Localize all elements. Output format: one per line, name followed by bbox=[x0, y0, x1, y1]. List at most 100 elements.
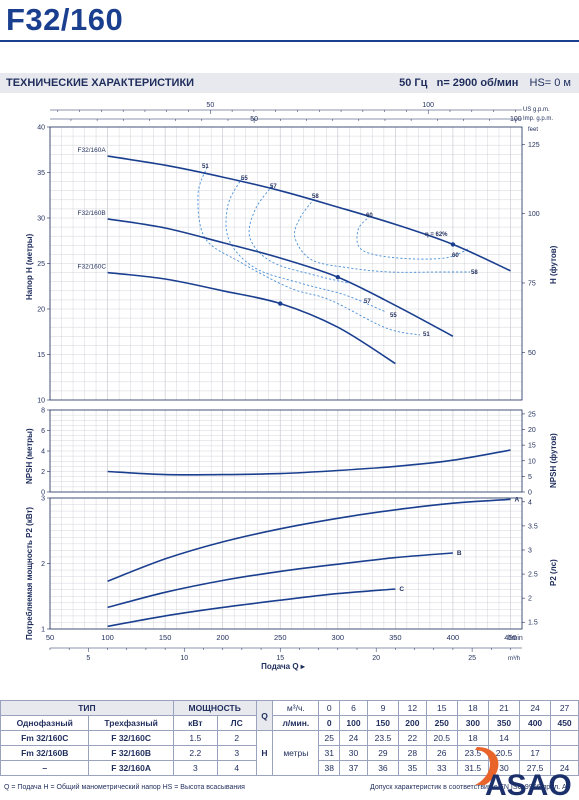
efficiency-label: 51 bbox=[423, 332, 430, 338]
y-right-tick-label: 5 bbox=[528, 474, 532, 481]
y-right-tick-label: 20 bbox=[528, 427, 536, 434]
cell-h: 25 bbox=[318, 730, 341, 746]
footnote-legend: Q = Подача H = Общий манометрический нап… bbox=[4, 784, 245, 791]
efficiency-label: 57 bbox=[270, 184, 277, 190]
hq-curve-label: F32/160A bbox=[78, 147, 107, 154]
y-right-tick-label: 10 bbox=[528, 458, 536, 465]
q-m3: 12 bbox=[397, 700, 427, 716]
y-tick-label: 20 bbox=[37, 307, 45, 314]
efficiency-label: 58 bbox=[312, 194, 319, 200]
hq-curve-label: F32/160B bbox=[78, 210, 106, 217]
power-curve-label: B bbox=[457, 550, 462, 557]
efficiency-label: 60 bbox=[366, 213, 373, 219]
efficiency-curve bbox=[225, 177, 387, 313]
y-tick-label: 15 bbox=[37, 352, 45, 359]
table-row: – F 32/160A 3 4 38 37 36 35 33 31.5 30 2… bbox=[0, 760, 579, 776]
q-unit-l: л/мин. bbox=[272, 715, 320, 731]
cell-h: 30 bbox=[339, 745, 368, 761]
q-l: 450 bbox=[550, 715, 579, 731]
cell-h: 20.5 bbox=[425, 730, 458, 746]
cell-three: F 32/160A bbox=[88, 760, 174, 776]
h-symbol: H bbox=[261, 748, 268, 758]
cell-three: F 32/160B bbox=[88, 745, 174, 761]
y-right-axis-title: H (футов) bbox=[549, 245, 558, 284]
y-right-tick-label: 100 bbox=[528, 211, 540, 218]
top-unit-imp: Imp. g.p.m. bbox=[523, 116, 553, 122]
y-axis-title: Потребляемая мощность P2 (кВт) bbox=[25, 507, 34, 640]
x-tick-label: 300 bbox=[332, 633, 345, 642]
q-l: 350 bbox=[487, 715, 521, 731]
x-tick-label: 50 bbox=[46, 633, 54, 642]
cell-h: 26 bbox=[425, 745, 458, 761]
h-label: H bbox=[255, 730, 274, 776]
efficiency-curve bbox=[356, 215, 471, 260]
q-m3: 21 bbox=[487, 700, 521, 716]
x2-unit-label: m³/h bbox=[508, 656, 520, 662]
power-curve-label: A bbox=[514, 496, 519, 503]
col-type: ТИП bbox=[0, 700, 174, 716]
q-m3: 6 bbox=[339, 700, 368, 716]
best-efficiency-point bbox=[278, 301, 283, 306]
y-axis-title: NPSH (метры) bbox=[25, 428, 34, 484]
power-curve-b bbox=[107, 552, 453, 609]
y-tick-label: 2 bbox=[41, 561, 45, 568]
npsh-curve bbox=[107, 449, 511, 476]
svg-text:ASAO: ASAO bbox=[485, 769, 572, 800]
x2-tick-label: 15 bbox=[276, 655, 284, 662]
x-tick-label: 350 bbox=[389, 633, 402, 642]
y-right-tick-label: 25 bbox=[528, 411, 536, 418]
best-efficiency-point bbox=[450, 242, 456, 247]
q-l: 400 bbox=[519, 715, 552, 731]
y-right-tick-label: 15 bbox=[528, 443, 536, 450]
y-tick-label: 1 bbox=[41, 627, 45, 634]
y-tick-label: 8 bbox=[41, 408, 45, 415]
q-m3: 15 bbox=[425, 700, 458, 716]
cell-h: 24 bbox=[339, 730, 368, 746]
cell-h: 22 bbox=[397, 730, 427, 746]
x2-tick-label: 10 bbox=[180, 655, 188, 662]
y-tick-label: 4 bbox=[41, 449, 45, 456]
q-l: 100 bbox=[339, 715, 368, 731]
y-right-unit-label: feet bbox=[528, 127, 538, 133]
y-tick-label: 30 bbox=[37, 216, 45, 223]
cell-h: 14 bbox=[487, 730, 521, 746]
x-tick-label: 450 bbox=[504, 633, 517, 642]
section-operating-conditions: 50 Гц n= 2900 об/мин HS= 0 м bbox=[399, 77, 571, 89]
power-curve-c bbox=[107, 588, 396, 628]
cell-h bbox=[519, 730, 552, 746]
cell-h: 27.5 bbox=[519, 760, 552, 776]
asao-logo: ASAO bbox=[475, 747, 572, 800]
y-right-tick-label: 3 bbox=[528, 547, 532, 554]
q-unit-m3: м³/ч. bbox=[272, 700, 320, 716]
hq-curve-f32-160c bbox=[107, 271, 396, 365]
x-tick-label: 400 bbox=[447, 633, 460, 642]
y-right-tick-label: 0 bbox=[528, 490, 532, 497]
col-q: Q bbox=[255, 700, 274, 731]
cell-h: 23.5 bbox=[366, 730, 399, 746]
cell-h: 28 bbox=[397, 745, 427, 761]
efficiency-label: 51 bbox=[202, 164, 209, 170]
cell-h: 29 bbox=[366, 745, 399, 761]
col-single-phase: Однофазный bbox=[0, 715, 90, 731]
cell-h: 24 bbox=[550, 760, 579, 776]
top-tick-label-us: 100 bbox=[422, 102, 434, 109]
x2-tick-label: 20 bbox=[372, 655, 380, 662]
efficiency-label: 55 bbox=[390, 313, 397, 319]
y-tick-label: 0 bbox=[41, 490, 45, 497]
frequency: 50 Гц bbox=[399, 77, 428, 89]
cell-h: 31 bbox=[318, 745, 341, 761]
cell-h: 37 bbox=[339, 760, 368, 776]
col-three-phase: Трехфазный bbox=[88, 715, 174, 731]
power-curve-label: C bbox=[399, 586, 404, 593]
x-tick-label: 150 bbox=[159, 633, 172, 642]
speed: n= 2900 об/мин bbox=[436, 77, 519, 89]
y-right-axis-title: P2 (лс) bbox=[549, 559, 558, 586]
q-m3: 0 bbox=[318, 700, 341, 716]
cell-kw: 3 bbox=[172, 760, 218, 776]
cell-kw: 2.2 bbox=[172, 745, 218, 761]
performance-table: ТИП МОЩНОСТЬ Q м³/ч. 0 6 9 12 15 18 21 2… bbox=[0, 700, 579, 776]
cell-h bbox=[550, 730, 579, 746]
efficiency-curve bbox=[248, 185, 349, 284]
col-hp: ЛС bbox=[216, 715, 257, 731]
